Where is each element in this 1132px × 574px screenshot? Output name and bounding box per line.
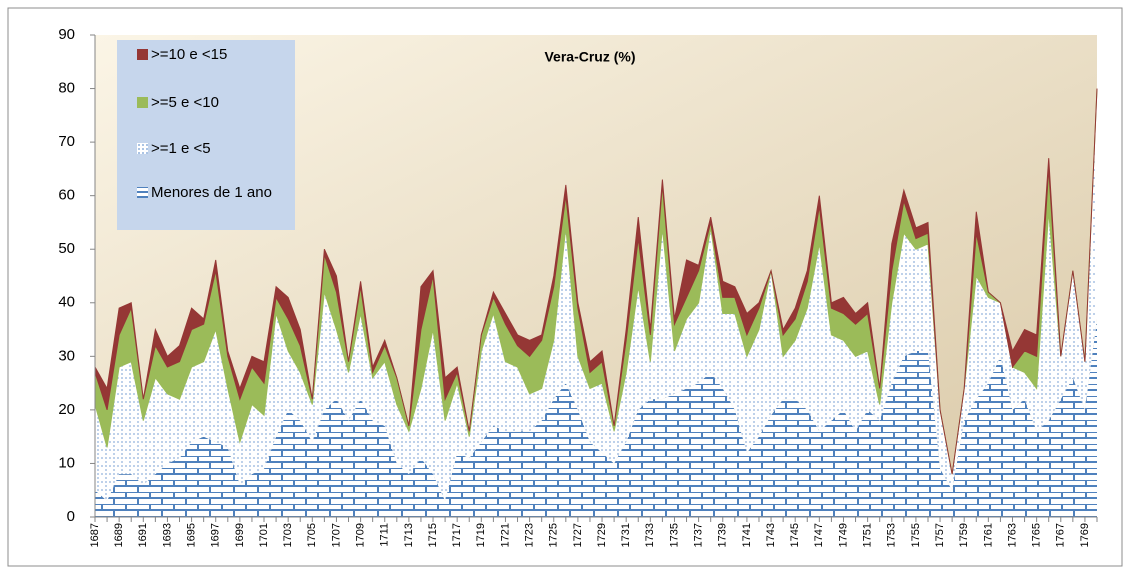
legend-swatch <box>137 187 148 198</box>
area <box>95 318 1097 517</box>
y-tick-label: 50 <box>58 240 75 257</box>
x-tick-label: 1739 <box>717 523 729 547</box>
x-tick-label: 1737 <box>693 523 705 547</box>
x-tick-label: 1765 <box>1031 523 1043 547</box>
x-tick-label: 1729 <box>596 523 608 547</box>
x-tick-label: 1695 <box>185 523 197 547</box>
legend-label: >=5 e <10 <box>151 94 219 111</box>
legend-swatch <box>137 97 148 108</box>
x-tick-label: 1755 <box>910 523 922 547</box>
x-tick-label: 1701 <box>258 523 270 547</box>
x-tick-label: 1719 <box>475 523 487 547</box>
legend-label: Menores de 1 ano <box>151 184 272 201</box>
y-tick-label: 60 <box>58 187 75 204</box>
x-tick-label: 1725 <box>548 523 560 547</box>
x-tick-label: 1707 <box>330 523 342 547</box>
legend-item: Menores de 1 ano <box>137 184 287 202</box>
x-tick-label: 1751 <box>862 523 874 547</box>
legend-swatch <box>137 49 148 60</box>
x-tick-label: 1763 <box>1006 523 1018 547</box>
legend-swatch <box>137 143 148 154</box>
y-tick-label: 80 <box>58 80 75 97</box>
legend-item: >=1 e <5 <box>137 140 287 158</box>
legend-item: >=5 e <10 <box>137 94 287 112</box>
y-tick-label: 20 <box>58 401 75 418</box>
legend: >=10 e <15 >=5 e <10 >=1 e <5 Menores de 1 … <box>117 40 295 230</box>
x-tick-label: 1767 <box>1055 523 1067 547</box>
x-tick-label: 1717 <box>451 523 463 547</box>
x-tick-label: 1759 <box>958 523 970 547</box>
x-tick-label: 1769 <box>1079 523 1091 547</box>
x-tick-label: 1711 <box>379 523 391 547</box>
legend-item: >=10 e <15 <box>137 46 287 64</box>
x-tick-label: 1713 <box>403 523 415 547</box>
x-tick-label: 1735 <box>668 523 680 547</box>
x-tick-label: 1753 <box>886 523 898 547</box>
x-tick-label: 1733 <box>644 523 656 547</box>
y-tick-label: 30 <box>58 347 75 364</box>
x-tick-label: 1727 <box>572 523 584 547</box>
x-tick-label: 1693 <box>161 523 173 547</box>
x-tick-label: 1761 <box>982 523 994 547</box>
y-tick-label: 10 <box>58 454 75 471</box>
x-tick-label: 1741 <box>741 523 753 547</box>
x-tick-label: 1715 <box>427 523 439 547</box>
x-tick-label: 1703 <box>282 523 294 547</box>
legend-label: >=1 e <5 <box>151 140 211 157</box>
x-tick-label: 1687 <box>89 523 101 547</box>
chart-title: Vera-Cruz (%) <box>544 49 635 65</box>
x-tick-label: 1757 <box>934 523 946 547</box>
x-tick-label: 1747 <box>813 523 825 547</box>
legend-label: >=10 e <15 <box>151 46 228 63</box>
y-tick-label: 40 <box>58 294 75 311</box>
x-tick-label: 1721 <box>499 523 511 547</box>
x-tick-label: 1745 <box>789 523 801 547</box>
x-tick-label: 1705 <box>306 523 318 547</box>
x-tick-label: 1689 <box>113 523 125 547</box>
x-tick-label: 1723 <box>524 523 536 547</box>
y-tick-label: 0 <box>67 508 75 525</box>
x-tick-label: 1709 <box>354 523 366 547</box>
x-tick-label: 1749 <box>837 523 849 547</box>
x-tick-label: 1743 <box>765 523 777 547</box>
x-tick-label: 1697 <box>210 523 222 547</box>
area <box>95 88 1097 501</box>
x-tick-label: 1699 <box>234 523 246 547</box>
y-tick-label: 70 <box>58 133 75 150</box>
area <box>94 88 1098 475</box>
y-tick-label: 90 <box>58 26 75 43</box>
x-tick-label: 1691 <box>137 523 149 547</box>
x-tick-label: 1731 <box>620 523 632 547</box>
